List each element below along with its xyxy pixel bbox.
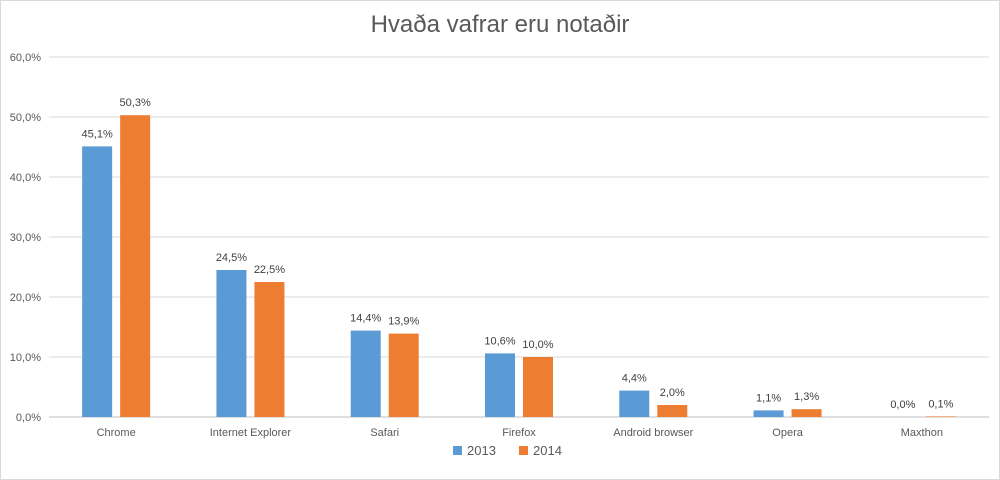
- bar-2014-maxthon: [925, 416, 956, 417]
- legend-swatch-2013: [453, 446, 462, 455]
- data-label: 1,1%: [756, 392, 781, 404]
- legend-label-2014: 2014: [533, 443, 562, 458]
- data-label: 0,1%: [928, 398, 953, 410]
- legend-swatch-2014: [519, 446, 528, 455]
- y-tick-label: 20,0%: [10, 292, 41, 304]
- bar-2013-opera: [753, 410, 784, 417]
- y-tick-label: 50,0%: [10, 112, 41, 124]
- legend-label-2013: 2013: [467, 443, 496, 458]
- bar-2014-android-browser: [657, 405, 688, 417]
- category-label: Safari: [370, 427, 399, 439]
- data-label: 50,3%: [120, 97, 151, 109]
- category-label: Opera: [772, 427, 803, 439]
- data-label: 1,3%: [794, 391, 819, 403]
- data-label: 10,0%: [522, 339, 553, 351]
- data-label: 24,5%: [216, 252, 247, 264]
- category-label: Internet Explorer: [210, 427, 292, 439]
- y-tick-label: 10,0%: [10, 352, 41, 364]
- bar-2014-internet-explorer: [254, 282, 285, 417]
- bar-2014-safari: [388, 333, 419, 417]
- data-label: 45,1%: [82, 128, 113, 140]
- data-label: 2,0%: [660, 387, 685, 399]
- data-label: 10,6%: [484, 335, 515, 347]
- bar-2014-chrome: [120, 115, 151, 417]
- bar-2013-safari: [350, 330, 381, 417]
- y-tick-label: 40,0%: [10, 172, 41, 184]
- category-label: Android browser: [613, 427, 693, 439]
- category-label: Maxthon: [901, 427, 943, 439]
- bar-2014-firefox: [523, 357, 553, 417]
- bar-2013-firefox: [485, 353, 515, 417]
- bar-2014-opera: [791, 409, 822, 417]
- bar-2013-internet-explorer: [216, 270, 247, 417]
- bar-2013-chrome: [82, 146, 113, 417]
- y-tick-label: 0,0%: [16, 412, 41, 424]
- y-tick-label: 60,0%: [10, 52, 41, 64]
- data-label: 0,0%: [890, 399, 915, 411]
- data-label: 4,4%: [622, 373, 647, 385]
- data-label: 14,4%: [350, 313, 381, 325]
- y-tick-label: 30,0%: [10, 232, 41, 244]
- bar-2013-android-browser: [619, 390, 650, 417]
- category-label: Chrome: [97, 427, 136, 439]
- data-label: 13,9%: [388, 316, 419, 328]
- category-label: Firefox: [502, 427, 536, 439]
- chart-title: Hvaða vafrar eru notaðir: [370, 11, 630, 38]
- data-label: 22,5%: [254, 264, 285, 276]
